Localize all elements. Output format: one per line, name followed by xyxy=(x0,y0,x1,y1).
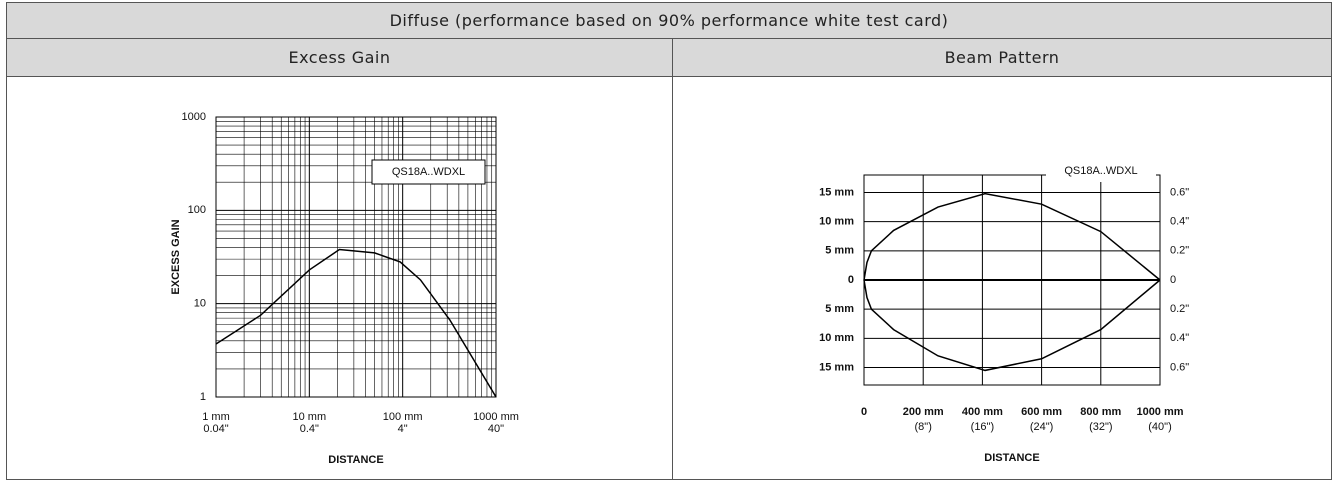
x-tick-label: 600 mm xyxy=(1021,406,1062,418)
x2-tick-label: 0.04" xyxy=(203,423,228,435)
x2-tick-label: 0.4" xyxy=(300,423,319,435)
x2-tick-label: 4" xyxy=(398,423,408,435)
x-tick-label: 100 mm xyxy=(383,411,423,423)
x-tick-label: 1 mm xyxy=(202,411,230,423)
x2-tick-label: (24") xyxy=(1030,421,1053,433)
y2-tick-label: 0.6" xyxy=(1170,186,1189,198)
x2-tick-label: (16") xyxy=(971,421,994,433)
data-line xyxy=(863,279,1161,372)
x-tick-label: 1000 mm xyxy=(1136,406,1183,418)
y-tick-label: 1000 xyxy=(182,111,206,123)
y-tick-label: 0 xyxy=(848,274,854,286)
column-header: Beam Pattern xyxy=(672,38,1332,77)
y-tick-label: 10 xyxy=(194,298,206,310)
annotation-box xyxy=(1046,160,1156,182)
x-axis-label: DISTANCE xyxy=(984,452,1039,464)
x2-tick-label: (8") xyxy=(915,421,932,433)
x2-tick-label: (32") xyxy=(1089,421,1112,433)
x2-tick-label: (40") xyxy=(1148,421,1171,433)
y2-tick-label: 0.2" xyxy=(1170,245,1189,257)
x-tick-label: 400 mm xyxy=(962,406,1003,418)
data-line xyxy=(215,248,497,398)
y-tick-label: 15 mm xyxy=(819,361,854,373)
annotation: QS18A..WDXL xyxy=(392,166,465,178)
y2-tick-label: 0 xyxy=(1170,274,1176,286)
y-tick-label: 1 xyxy=(200,391,206,403)
x-tick-label: 800 mm xyxy=(1080,406,1121,418)
x-tick-label: 0 xyxy=(861,406,867,418)
plot-frame xyxy=(215,116,497,398)
y-tick-label: 5 mm xyxy=(825,303,854,315)
data-line xyxy=(863,192,1161,281)
y-tick-label: 10 mm xyxy=(819,332,854,344)
x-tick-label: 10 mm xyxy=(293,411,327,423)
y2-tick-label: 0.4" xyxy=(1170,332,1189,344)
annotation: QS18A..WDXL xyxy=(1064,165,1137,177)
x-tick-label: 200 mm xyxy=(903,406,944,418)
y-axis-label: EXCESS GAIN xyxy=(170,219,182,294)
y-tick-label: 100 xyxy=(188,204,206,216)
table-title: Diffuse (performance based on 90% perfor… xyxy=(6,2,1332,39)
x-tick-label: 1000 mm xyxy=(473,411,519,423)
x-axis-label: DISTANCE xyxy=(328,454,383,466)
y2-tick-label: 0.6" xyxy=(1170,361,1189,373)
y2-tick-label: 0.4" xyxy=(1170,216,1189,228)
y2-tick-label: 0.2" xyxy=(1170,303,1189,315)
y-tick-label: 10 mm xyxy=(819,216,854,228)
y-tick-label: 5 mm xyxy=(825,245,854,257)
table-cell xyxy=(672,76,1332,480)
y-tick-label: 15 mm xyxy=(819,186,854,198)
x2-tick-label: 40" xyxy=(488,423,504,435)
annotation-box xyxy=(371,159,486,185)
